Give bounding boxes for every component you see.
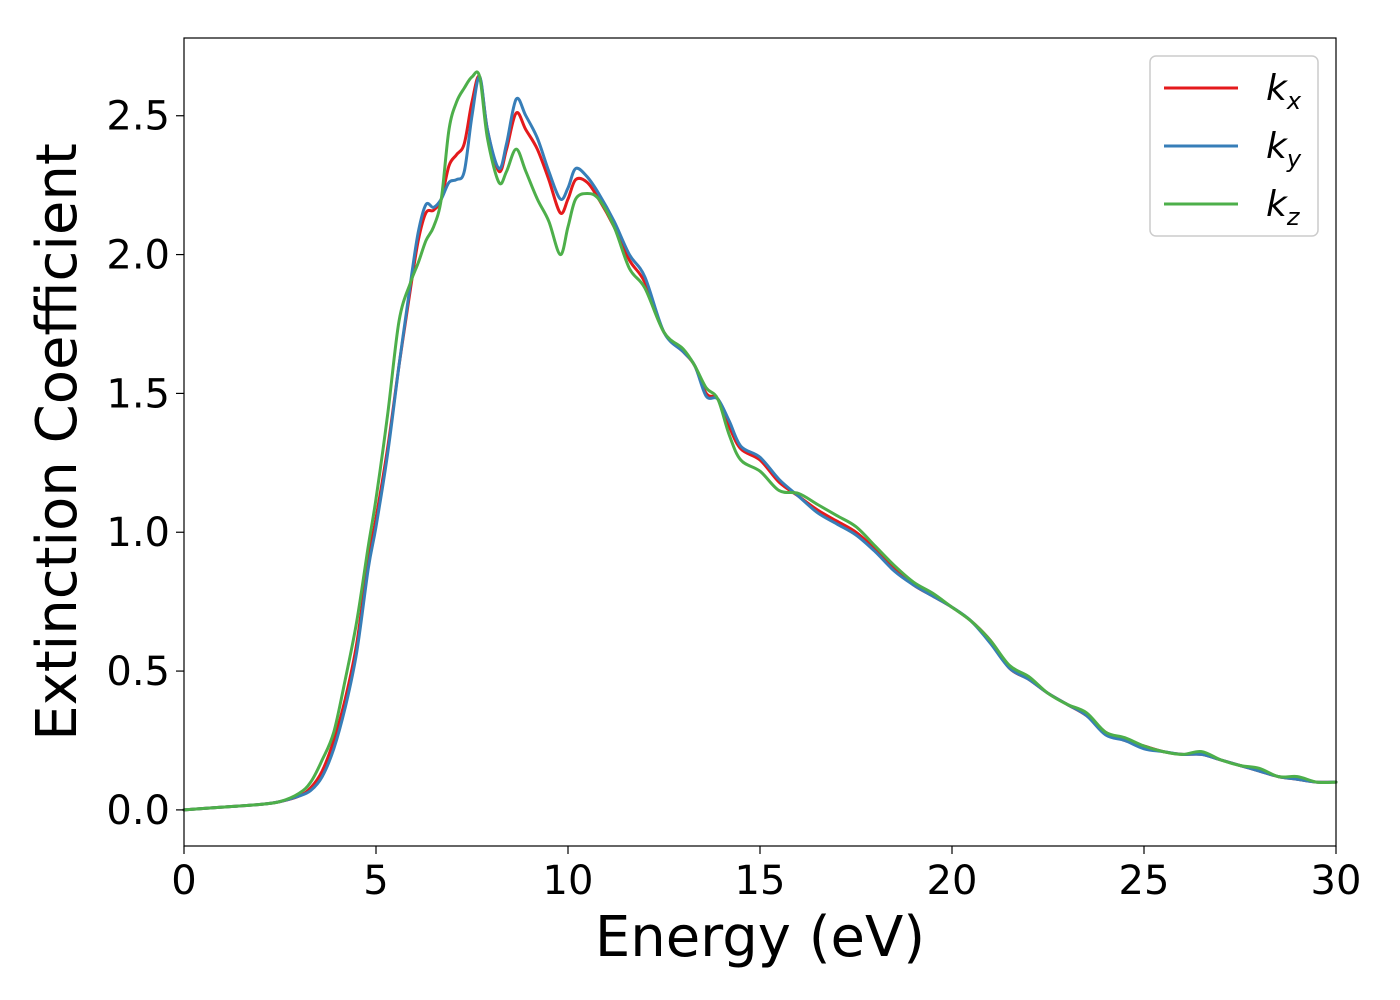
y-axis-title: Extinction Coefficient — [25, 143, 90, 741]
y-tick-label: 1.0 — [106, 510, 170, 556]
legend-label-x: kx — [1266, 68, 1302, 115]
legend-label-base: k — [1266, 126, 1289, 167]
legend-label-z: kz — [1266, 184, 1301, 231]
legend-label-subscript: x — [1286, 87, 1302, 115]
legend-label-base: k — [1266, 184, 1289, 225]
y-tick-label: 2.0 — [106, 233, 170, 279]
y-tick-label: 0.5 — [106, 649, 170, 695]
x-tick-label: 25 — [1119, 858, 1170, 904]
series-line-y — [182, 75, 1338, 812]
x-axis-title: Energy (eV) — [595, 905, 925, 970]
x-tick-label: 30 — [1311, 858, 1362, 904]
series-line-z — [182, 70, 1338, 812]
y-tick-label: 2.5 — [106, 94, 170, 140]
series-group — [182, 70, 1338, 812]
legend-label-subscript: y — [1286, 145, 1302, 173]
legend-label-base: k — [1266, 68, 1289, 109]
x-axis-ticks: 0 5 10 15 20 25 30 — [171, 846, 1361, 904]
x-tick-label: 10 — [543, 858, 594, 904]
y-tick-label: 0.0 — [106, 788, 170, 834]
plot-area — [184, 38, 1336, 846]
x-tick-label: 0 — [171, 858, 196, 904]
legend-label-subscript: z — [1286, 203, 1301, 231]
x-tick-label: 5 — [363, 858, 388, 904]
x-tick-label: 20 — [927, 858, 978, 904]
y-axis-ticks: 0.0 0.5 1.0 1.5 2.0 2.5 — [106, 94, 184, 834]
y-tick-label: 1.5 — [106, 371, 170, 417]
x-tick-label: 15 — [735, 858, 786, 904]
legend-label-y: ky — [1266, 126, 1302, 173]
